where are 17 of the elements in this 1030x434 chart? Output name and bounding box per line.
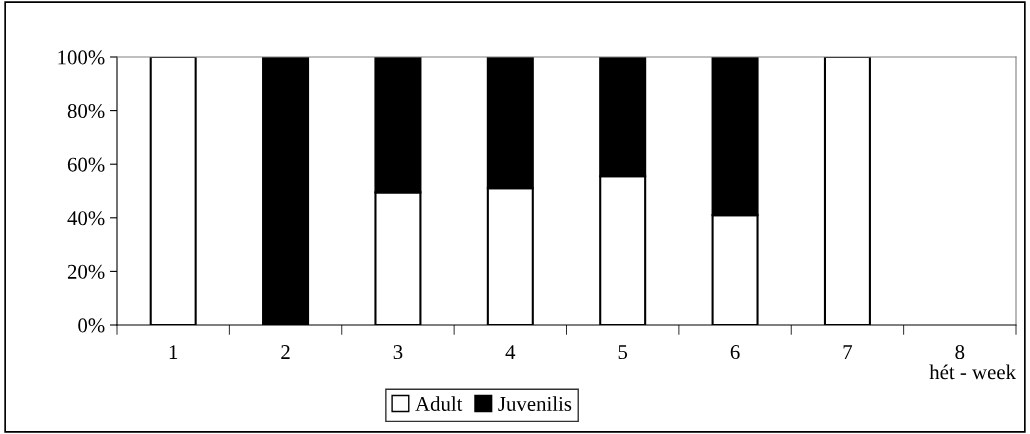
y-tick-label: 100% <box>58 50 105 65</box>
x-tick-label: 2 <box>281 345 290 359</box>
y-tick-label: 80% <box>67 103 105 119</box>
x-axis-title: hét - week <box>929 364 1016 380</box>
y-tick-label: 0% <box>78 318 105 333</box>
x-tick-label: 8 <box>955 345 965 360</box>
x-tick-label: 4 <box>505 345 516 359</box>
legend-label: Adult <box>415 396 463 411</box>
y-tick-label: 60% <box>67 157 105 172</box>
legend-label: Juvenilis <box>498 396 572 411</box>
y-tick-label: 20% <box>67 264 105 279</box>
y-tick-label: 40% <box>67 211 105 226</box>
x-tick-label: 6 <box>730 345 740 360</box>
x-tick-label: 1 <box>169 345 178 359</box>
x-tick-label: 5 <box>618 345 628 360</box>
x-tick-label: 3 <box>393 345 403 360</box>
x-tick-label: 7 <box>843 345 853 359</box>
